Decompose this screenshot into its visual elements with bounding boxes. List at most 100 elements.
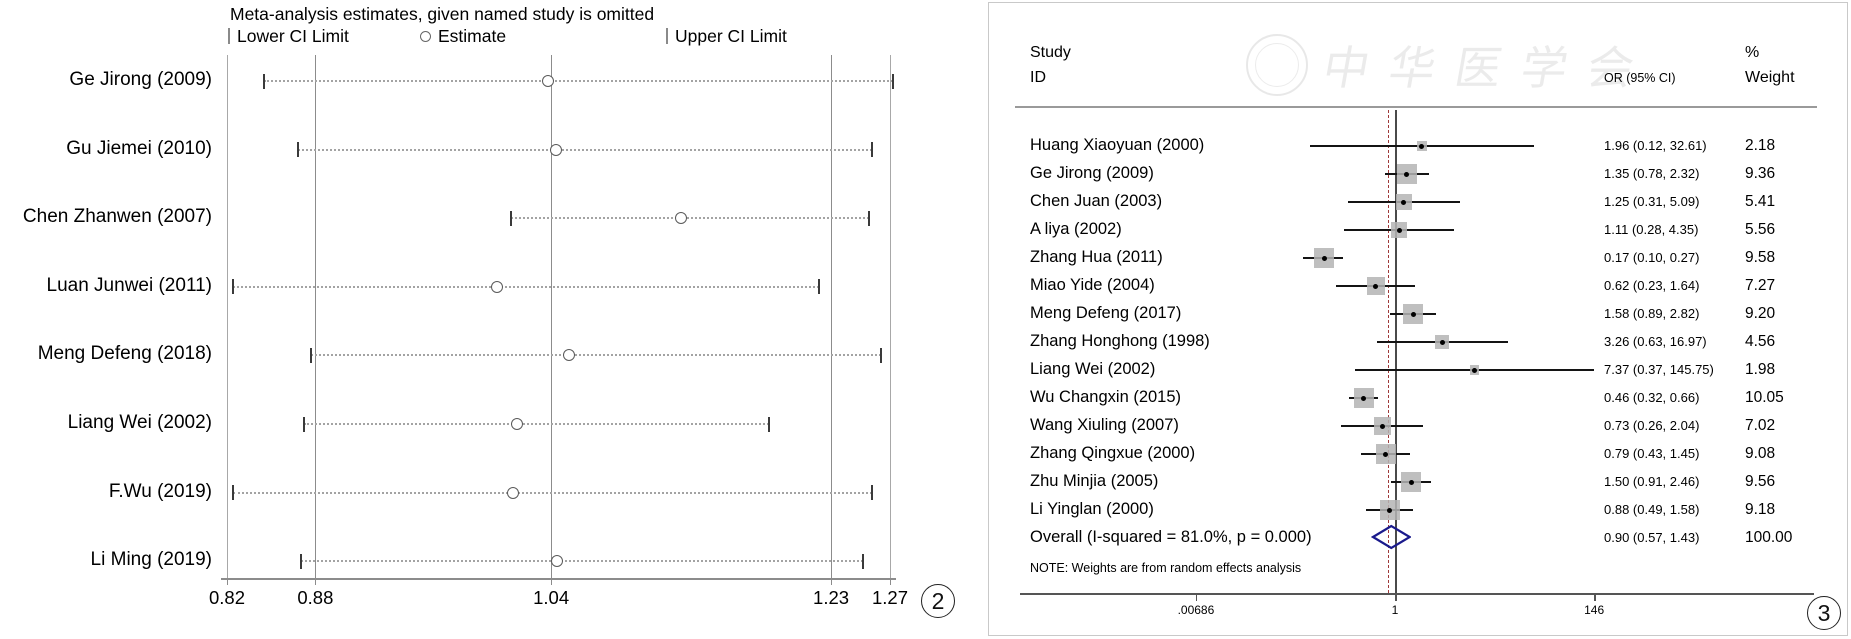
estimate-marker [549,143,562,156]
figure-2-number: 2 [931,587,945,614]
forest-point-estimate [1472,367,1478,373]
forest-x-tick-label: 1 [1391,603,1399,617]
forest-or-text: 3.26 (0.63, 16.97) [1604,334,1707,349]
plot-left-border [227,55,228,578]
estimate-marker [542,75,555,87]
estimate-marker [562,349,575,362]
forest-x-tick-label: .00686 [1177,603,1215,617]
ci-lower-tick [262,73,265,89]
forest-or-text: 1.35 (0.78, 2.32) [1604,166,1700,181]
forest-x-tick [1395,593,1397,601]
forest-or-text: 1.25 (0.31, 5.09) [1604,194,1700,209]
forest-x-tick-label: 146 [1584,603,1605,617]
forest-study-label: Wang Xiuling (2007) [1030,416,1179,434]
forest-point-estimate [1361,395,1367,401]
reference-line [831,55,833,578]
ci-dotted-line [303,423,770,425]
estimate-circle-icon [420,30,431,42]
forest-point-estimate [1401,199,1407,205]
legend-upper-ci: Upper CI Limit [666,26,787,46]
ci-dotted-line [511,217,870,220]
ci-lower-tick [231,279,234,295]
x-axis-tick [227,578,228,585]
forest-note: NOTE: Weights are from random effects an… [1030,561,1302,575]
forest-weight-text: 9.20 [1745,305,1776,322]
forest-weight-text: 9.56 [1745,473,1776,490]
forest-study-label: Ge Jirong (2009) [1030,164,1154,182]
x-axis-tick-label: 1.04 [533,587,570,608]
ci-dotted-line [310,354,882,357]
study-label: Chen Zhanwen (2007) [22,206,212,228]
column-header-percent: % [1745,44,1760,61]
forest-study-label: Meng Defeng (2017) [1030,304,1182,322]
estimate-marker [674,212,687,225]
ci-dotted-line [232,491,873,494]
ci-lower-tick [296,142,299,158]
x-axis-tick [831,578,833,585]
forest-or-text: 1.50 (0.91, 2.46) [1604,474,1700,489]
overall-weight-text: 100.00 [1745,529,1793,546]
x-axis-tick-label: 0.82 [208,587,245,608]
ci-upper-tick [871,485,874,501]
forest-or-text: 0.73 (0.26, 2.04) [1604,418,1700,433]
study-label: Luan Junwei (2011) [46,274,212,296]
forest-x-tick [1594,593,1596,601]
forest-weight-text: 10.05 [1745,389,1784,406]
forest-study-label: Zhang Honghong (1998) [1030,332,1210,350]
ci-dotted-line [232,285,820,288]
forest-weight-text: 5.41 [1745,193,1776,210]
forest-or-text: 0.17 (0.10, 0.27) [1604,250,1700,265]
column-header-study: Study [1030,44,1071,61]
forest-study-label: Zhang Qingxue (2000) [1030,444,1196,462]
x-axis-tick-label: 0.88 [297,587,334,608]
forest-x-tick [1195,593,1198,601]
forest-point-estimate [1410,311,1416,317]
ci-upper-tick [891,73,894,89]
forest-weight-text: 2.18 [1745,137,1776,154]
figure-3-badge: 3 [1807,596,1841,630]
forest-study-label: Li Yinglan (2000) [1030,500,1154,518]
forest-point-estimate [1408,479,1414,485]
estimate-marker [490,280,503,293]
ci-upper-tick [818,279,821,295]
ci-lower-tick [309,347,312,363]
legend-lower-ci-label: Lower CI Limit [237,25,349,46]
forest-weight-text: 1.98 [1745,361,1776,378]
ci-lower-tick [231,485,234,501]
ci-lower-tick [302,416,305,432]
null-effect-line [1395,110,1397,593]
forest-study-label: Zhu Minjia (2005) [1030,472,1159,490]
x-axis-tick [551,578,553,585]
left-chart-title: Meta-analysis estimates, given named stu… [230,4,655,24]
forest-study-label: Wu Changxin (2015) [1030,388,1182,406]
ci-dotted-line [297,148,873,151]
forest-study-label: A liya (2002) [1030,220,1122,238]
study-label: Li Ming (2019) [90,549,212,571]
forest-or-text: 1.96 (0.12, 32.61) [1604,138,1707,153]
ci-upper-tick [871,142,874,158]
forest-point-estimate [1396,227,1402,233]
upper-ci-tick-icon [666,28,668,44]
forest-weight-text: 7.02 [1745,417,1776,434]
legend-estimate: Estimate [420,26,506,46]
ci-upper-tick [880,347,883,363]
column-header-or: OR (95% CI) [1604,71,1676,85]
forest-weight-text: 9.18 [1745,501,1776,518]
forest-weight-text: 9.58 [1745,249,1776,266]
x-axis-tick-label: 1.23 [813,587,850,608]
x-axis-tick-label: 1.27 [871,587,908,608]
ci-upper-tick [862,553,865,569]
forest-weight-text: 5.56 [1745,221,1776,238]
study-label: F.Wu (2019) [108,480,212,502]
study-label: Liang Wei (2002) [67,412,212,433]
reference-line [551,55,553,578]
forest-study-label: Miao Yide (2004) [1030,276,1155,294]
estimate-marker [511,418,524,430]
forest-study-label: Zhang Hua (2011) [1030,248,1163,266]
forest-point-estimate [1404,171,1410,177]
forest-point-estimate [1439,339,1445,345]
forest-point-estimate [1419,143,1425,149]
overall-diamond [1370,524,1412,557]
ci-upper-tick [868,210,871,226]
